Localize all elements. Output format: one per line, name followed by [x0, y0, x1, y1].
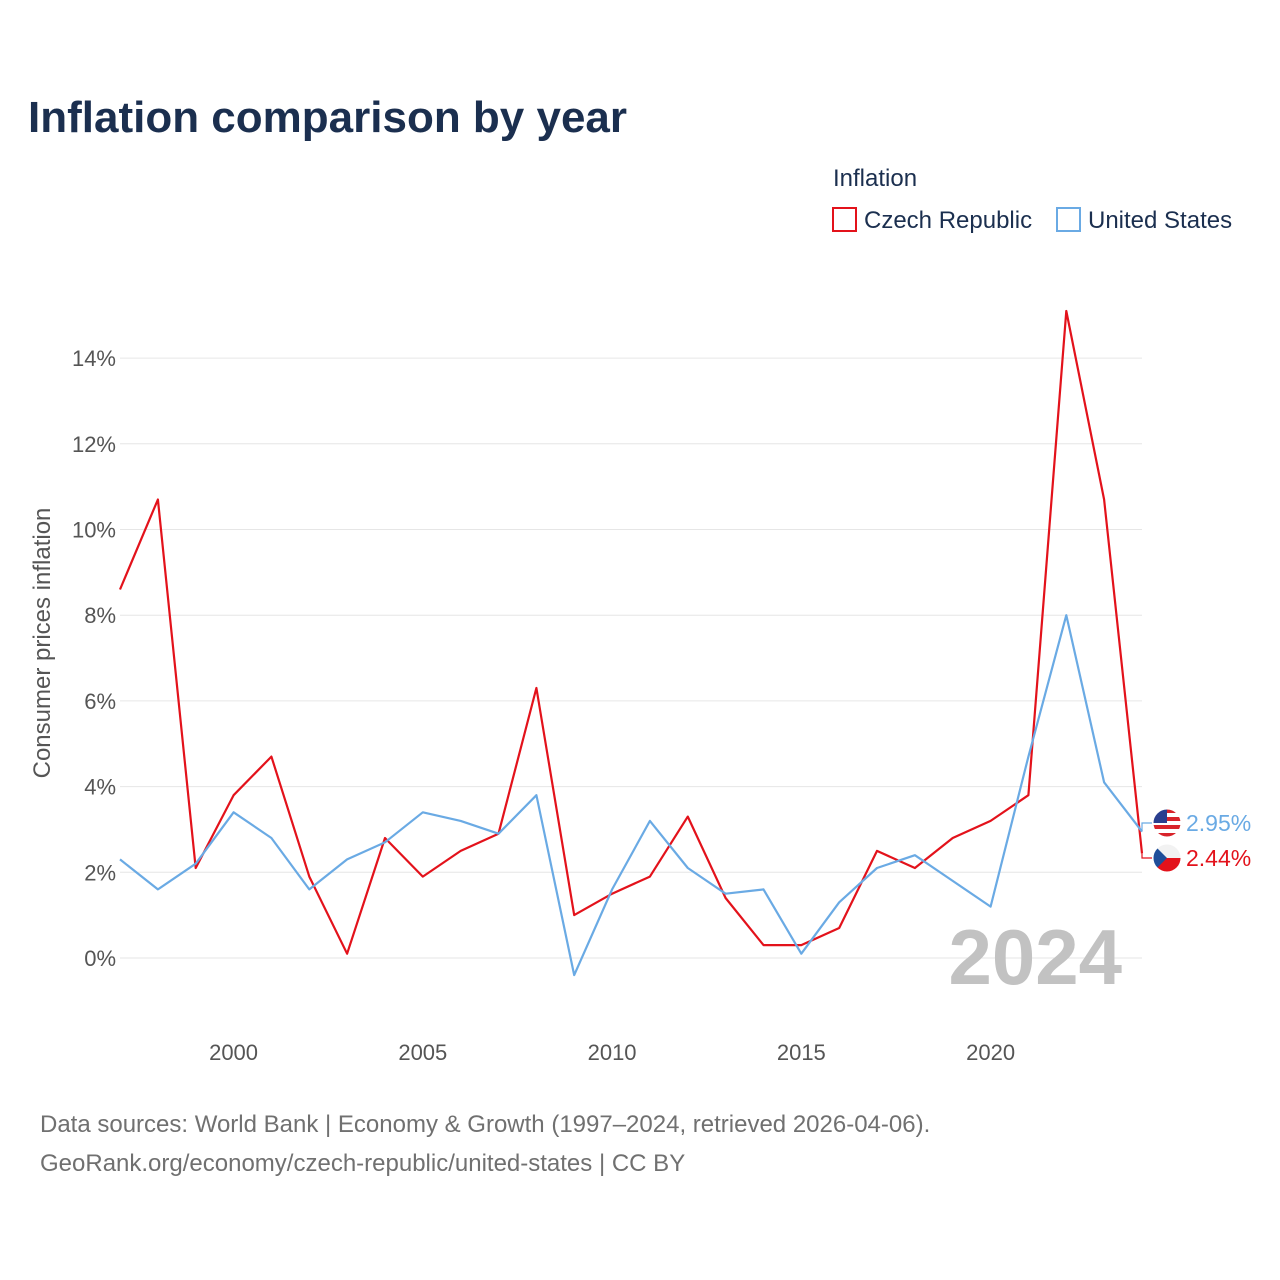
flag-czech-republic-icon — [1152, 843, 1182, 873]
end-labels: 2.44% 2.95% — [1141, 808, 1251, 873]
x-tick-labels: 2000 2005 2010 2015 2020 — [209, 1040, 1015, 1065]
legend-label-czech-republic[interactable]: Czech Republic — [864, 207, 1032, 234]
y-tick-label: 2% — [84, 860, 116, 885]
x-tick-label: 2000 — [209, 1040, 258, 1065]
chart-title: Inflation comparison by year — [28, 93, 627, 142]
y-tick-label: 14% — [72, 346, 116, 371]
legend-label-united-states[interactable]: United States — [1088, 207, 1232, 234]
legend-swatch-czech-republic[interactable] — [832, 207, 857, 232]
gridlines — [120, 357, 1142, 959]
x-tick-label: 2020 — [966, 1040, 1015, 1065]
watermark-year: 2024 — [948, 913, 1122, 1001]
end-connector-czech-republic — [1141, 853, 1152, 859]
flag-united-states-icon — [1152, 808, 1182, 838]
end-label-czech-republic: 2.44% — [1186, 845, 1251, 871]
y-tick-label: 10% — [72, 518, 116, 543]
legend-title: Inflation — [833, 165, 917, 192]
x-tick-label: 2015 — [777, 1040, 826, 1065]
end-connector-united-states — [1141, 822, 1152, 832]
y-tick-label: 0% — [84, 946, 116, 971]
legend-swatch-united-states[interactable] — [1056, 207, 1081, 232]
legend: Inflation Czech Republic United States — [832, 165, 1232, 234]
series-line-czech-republic[interactable] — [118, 309, 1144, 955]
y-tick-labels: 0% 2% 4% 6% 8% 10% 12% 14% — [72, 346, 116, 971]
source-line-2[interactable]: GeoRank.org/economy/czech-republic/unite… — [40, 1150, 685, 1177]
y-tick-label: 12% — [72, 432, 116, 457]
end-label-united-states: 2.95% — [1186, 810, 1251, 836]
source-line-1: Data sources: World Bank | Economy & Gro… — [40, 1111, 930, 1138]
y-tick-label: 6% — [84, 689, 116, 714]
series-lines — [118, 309, 1144, 977]
y-tick-label: 4% — [84, 775, 116, 800]
y-axis-title: Consumer prices inflation — [29, 508, 56, 779]
x-tick-label: 2005 — [398, 1040, 447, 1065]
x-tick-label: 2010 — [588, 1040, 637, 1065]
series-line-united-states[interactable] — [119, 614, 1143, 977]
y-tick-label: 8% — [84, 603, 116, 628]
